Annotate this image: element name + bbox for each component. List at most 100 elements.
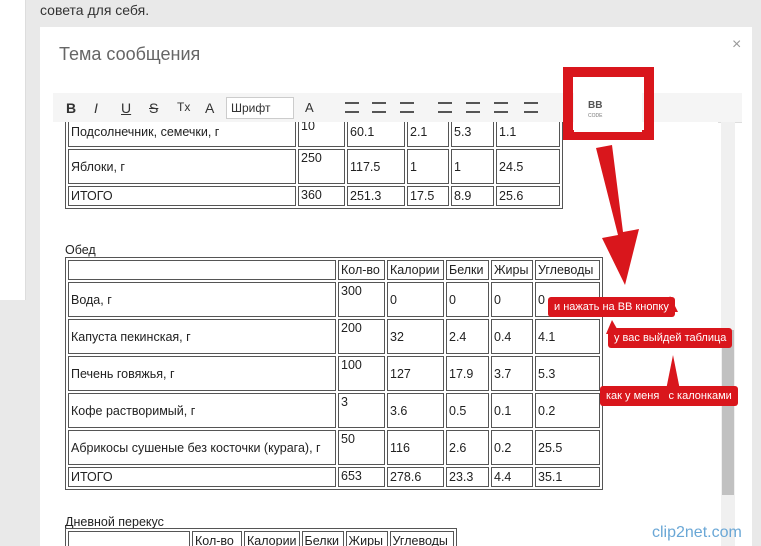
cell: 5.3	[535, 356, 600, 391]
cell: 10	[298, 122, 345, 147]
toolbar-icon[interactable]	[345, 102, 359, 113]
watermark: clip2net.com	[652, 524, 742, 541]
header-cell: Углеводы	[389, 531, 454, 546]
cell: 8.9	[451, 186, 494, 206]
scrollbar-thumb[interactable]	[722, 330, 734, 495]
editor-content[interactable]: Подсолнечник, семечки, г 10 60.1 2.1 5.3 1.1 Я…	[53, 122, 718, 546]
intro-text: совета для себя.	[40, 2, 150, 18]
cell: Абрикосы сушеные без косточки (курага), …	[68, 430, 336, 465]
side-panel	[0, 0, 26, 300]
font-select[interactable]: Шрифт	[226, 97, 294, 119]
dialog-title: Тема сообщения	[59, 44, 201, 64]
cell: 50	[338, 430, 385, 465]
table-row: Капуста пекинская, г 200 32 2.4 0.4 4.1	[68, 319, 600, 354]
cell: 24.5	[496, 149, 560, 184]
header-cell: Жиры	[491, 260, 533, 280]
toolbar-button[interactable]: Tx	[177, 100, 191, 114]
header-cell: Углеводы	[535, 260, 600, 280]
bbcode-button-bg	[574, 88, 642, 132]
cell: 0.5	[446, 393, 489, 428]
annotation: как у меня с калонками	[600, 386, 738, 406]
header-cell: Белки	[301, 531, 344, 546]
table-row: Подсолнечник, семечки, г 10 60.1 2.1 5.3 1.1	[68, 122, 560, 147]
cell: 200	[338, 319, 385, 354]
cell: 4.4	[491, 467, 533, 487]
cell: 0	[491, 282, 533, 317]
toolbar-button[interactable]: B	[66, 100, 77, 116]
table-row: Абрикосы сушеные без косточки (курага), …	[68, 430, 600, 465]
size-button[interactable]: A	[305, 100, 314, 115]
pointer	[666, 355, 680, 390]
table-row: Яблоки, г 250 117.5 1 1 24.5	[68, 149, 560, 184]
cell: 251.3	[347, 186, 405, 206]
table-row: ИТОГО 653 278.6 23.3 4.4 35.1	[68, 467, 600, 487]
cell: 2.1	[407, 122, 449, 147]
cell: 2.6	[446, 430, 489, 465]
table-row: Печень говяжья, г 100 127 17.9 3.7 5.3	[68, 356, 600, 391]
cell: 0.4	[491, 319, 533, 354]
header-cell: Кол-во	[338, 260, 385, 280]
cell: 0	[387, 282, 444, 317]
toolbar-icon[interactable]	[438, 102, 452, 113]
cell: 0.2	[491, 430, 533, 465]
cell: 4.1	[535, 319, 600, 354]
cell: 116	[387, 430, 444, 465]
cell: 0	[446, 282, 489, 317]
cell: 17.9	[446, 356, 489, 391]
cell: 360	[298, 186, 345, 206]
cell: 25.5	[535, 430, 600, 465]
bbcode-sub: CODE	[588, 113, 603, 119]
cell: 3.7	[491, 356, 533, 391]
cell: 1	[451, 149, 494, 184]
table: Подсолнечник, семечки, г 10 60.1 2.1 5.3 1.1 Я…	[65, 122, 563, 209]
cell: 35.1	[535, 467, 600, 487]
toolbar-icon[interactable]	[466, 102, 480, 113]
cell: 2.4	[446, 319, 489, 354]
table-row: Кофе растворимый, г 3 3.6 0.5 0.1 0.2	[68, 393, 600, 428]
toolbar-button[interactable]: S	[149, 100, 159, 116]
cell: 127	[387, 356, 444, 391]
cell: Кофе растворимый, г	[68, 393, 336, 428]
header-cell	[68, 531, 190, 546]
cell: 3	[338, 393, 385, 428]
toolbar-icon[interactable]	[372, 102, 386, 113]
arrow	[596, 145, 639, 285]
cell: 3.6	[387, 393, 444, 428]
cell: 60.1	[347, 122, 405, 147]
annotation: у вас выйдей таблица	[608, 328, 733, 348]
cell: 100	[338, 356, 385, 391]
header-cell: Калории	[387, 260, 444, 280]
table-row: Кол-во Калории Белки Жиры Углеводы	[68, 260, 600, 280]
cell: 0.1	[491, 393, 533, 428]
toolbar-button[interactable]: I	[94, 100, 98, 116]
cell: 653	[338, 467, 385, 487]
cell: Подсолнечник, семечки, г	[68, 122, 296, 147]
table-row: Кол-во Калории Белки Жиры Углеводы	[68, 531, 454, 546]
header-cell: Жиры	[345, 531, 388, 546]
cell: 32	[387, 319, 444, 354]
cell: 0.2	[535, 393, 600, 428]
cell: 117.5	[347, 149, 405, 184]
table: Кол-во Калории Белки Жиры Углеводы Вода, г 300…	[65, 257, 603, 490]
cell: 300	[338, 282, 385, 317]
cell: Печень говяжья, г	[68, 356, 336, 391]
header-cell: Калории	[244, 531, 300, 546]
table-caption: Обед	[65, 243, 96, 257]
toolbar-icon[interactable]	[400, 102, 414, 113]
table-row: ИТОГО 360 251.3 17.5 8.9 25.6	[68, 186, 560, 206]
header-cell	[68, 260, 336, 280]
toolbar-icon[interactable]	[524, 102, 538, 113]
cell: ИТОГО	[68, 186, 296, 206]
toolbar-icon[interactable]	[494, 102, 508, 113]
bbcode-label[interactable]: BB	[588, 100, 602, 111]
annotation: и нажать на BB кнопку	[548, 297, 675, 317]
cell: ИТОГО	[68, 467, 336, 487]
toolbar-button[interactable]: U	[121, 100, 132, 116]
cell: 1.1	[496, 122, 560, 147]
close-button[interactable]: ×	[732, 36, 742, 53]
toolbar-button[interactable]: A	[205, 100, 215, 116]
cell: 278.6	[387, 467, 444, 487]
cell: Вода, г	[68, 282, 336, 317]
